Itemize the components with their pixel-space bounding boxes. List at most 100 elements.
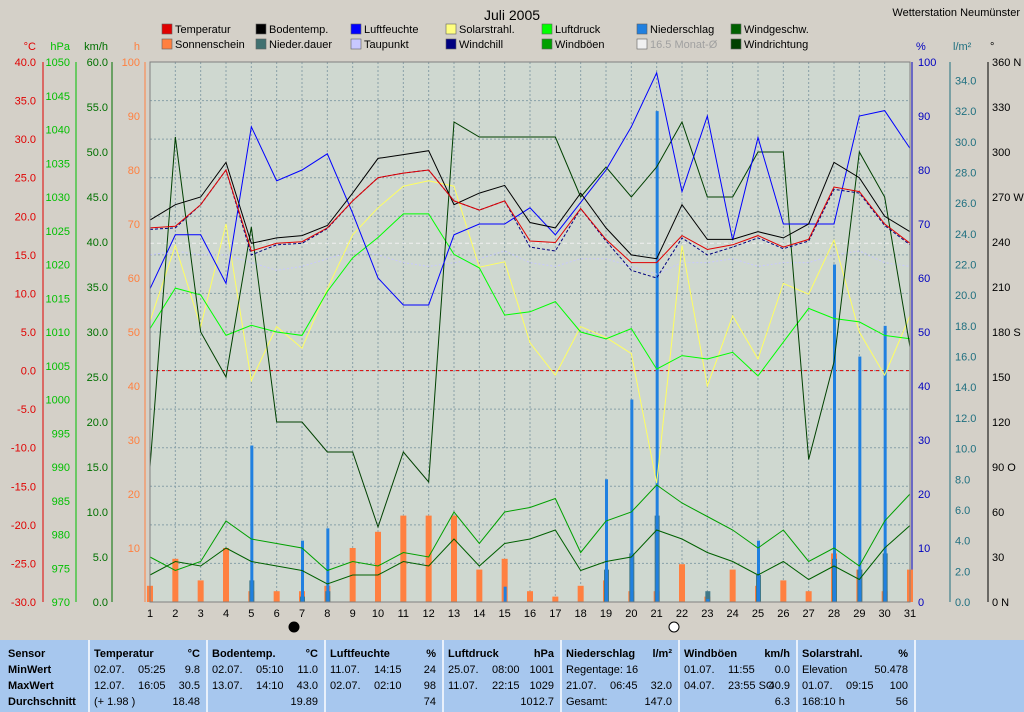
precipitation-bar [605, 479, 608, 602]
axis-unit: km/h [84, 41, 108, 53]
axis-tick: 70 [918, 219, 930, 231]
stat-title: Solarstrahl. [802, 648, 863, 660]
axis-tick: 6.0 [955, 505, 970, 517]
axis-tick: 4.0 [955, 536, 970, 548]
day-label: 22 [676, 608, 688, 620]
stat-cell: 01.07. [802, 680, 833, 692]
left-axis-3: h 100 90 80 70 60 50 40 30 20 10 [122, 41, 146, 602]
stat-value: 40.9 [768, 680, 790, 692]
axis-tick: 40 [918, 381, 930, 393]
axis-tick: 14.0 [955, 382, 976, 394]
axis-tick: -15.0 [11, 481, 36, 493]
stat-title: Luftfeuchte [330, 648, 390, 660]
axis-tick: 990 [52, 462, 70, 474]
stat-value: 6.3 [774, 696, 790, 708]
axis-tick: 35.0 [15, 96, 36, 108]
axis-tick: 10.0 [87, 507, 108, 519]
axis-tick: -5.0 [17, 404, 36, 416]
stat-cell: 11.07. [448, 680, 478, 692]
stat-cell: MinWert [8, 664, 52, 676]
legend-swatch [255, 23, 267, 35]
stat-panel-3: Luftfeuchte% 11.07. 14:15 24 02.07. 02:10 98 74 [326, 640, 444, 712]
axis-tick: 1040 [46, 125, 70, 137]
axis-tick: 10.0 [955, 444, 976, 456]
day-label: 1 [147, 608, 153, 620]
legend-swatch [445, 23, 457, 35]
day-label: 23 [701, 608, 713, 620]
axis-tick: 40.0 [15, 57, 36, 69]
day-label: 7 [299, 608, 305, 620]
axis-tick: 100 [122, 57, 140, 69]
axis-tick: -20.0 [11, 520, 36, 532]
axis-tick: 20.0 [87, 417, 108, 429]
axis-tick: 30.0 [15, 134, 36, 146]
axis-tick: 970 [52, 597, 70, 609]
station-name: Wetterstation Neumünster [892, 7, 1020, 19]
day-label: 27 [803, 608, 815, 620]
sunshine-bar [780, 580, 787, 602]
stat-cell: 22:15 [492, 680, 520, 692]
left-axis-1: hPa 1050 1045 1040 1035 1030 1025 1020 1015 1010 1… [46, 41, 71, 609]
day-label: 11 [398, 608, 409, 620]
axis-tick: 80 [128, 165, 140, 177]
axis-tick: 55.0 [87, 102, 108, 114]
legend-swatch [350, 23, 362, 35]
legend: Temperatur Sonnenschein Bodentemp. Nieder.d… [161, 23, 809, 51]
stat-unit: % [426, 648, 436, 660]
day-label: 29 [853, 608, 865, 620]
stat-cell: 01.07. [684, 664, 715, 676]
axis-tick: 25.0 [87, 372, 108, 384]
day-label: 20 [625, 608, 637, 620]
sunshine-bar [273, 591, 280, 602]
stat-cell: 14:10 [256, 680, 284, 692]
axis-tick: 5.0 [93, 552, 108, 564]
precipitation-bar [326, 528, 330, 602]
sunshine-bar [172, 558, 179, 602]
axis-tick: 60 [918, 273, 930, 285]
legend-label: Solarstrahl. [459, 24, 515, 36]
axis-tick: 270 W [992, 192, 1024, 204]
wind-gust-line [149, 484, 911, 572]
axis-tick: 1010 [46, 327, 70, 339]
axis-tick: -10.0 [11, 443, 36, 455]
axis-tick: 10 [918, 543, 930, 555]
day-label: 26 [777, 608, 789, 620]
axis-tick: 20.0 [955, 290, 976, 302]
axis-tick: 1050 [46, 57, 70, 69]
axis-tick: 1015 [46, 293, 70, 305]
axis-tick: 50 [128, 327, 140, 339]
axis-tick: 210 [992, 282, 1010, 294]
stat-unit: °C [187, 648, 200, 660]
stat-unit: l/m² [652, 648, 672, 660]
stat-value: 1001 [529, 664, 554, 676]
day-label: 10 [372, 608, 384, 620]
stat-cell: 02.07. [212, 664, 243, 676]
stat-unit: km/h [764, 648, 790, 660]
stat-cell: 02:10 [374, 680, 402, 692]
legend-swatch [636, 38, 648, 50]
legend-label: Sonnenschein [175, 39, 245, 51]
new-moon-icon [288, 621, 300, 633]
stat-cell: 09:15 [846, 680, 874, 692]
legend-label: Windböen [555, 39, 605, 51]
stat-cell: 05:25 [138, 664, 166, 676]
day-label: 19 [600, 608, 612, 620]
x-axis: 1 2 3 4 5 6 7 8 9 10 11 12 13 14 15 16 17 18 19 20 21 22 23 24 2… [147, 608, 916, 620]
legend-swatch [255, 38, 267, 50]
axis-unit: l/m² [953, 41, 972, 53]
axis-tick: 50.0 [87, 147, 108, 159]
dewpoint-line [149, 250, 911, 275]
axis-tick: 70 [128, 219, 140, 231]
stat-cell: 23:55 SO [728, 680, 775, 692]
stat-value: 32.0 [650, 680, 672, 692]
precipitation-bar [503, 586, 507, 602]
axis-tick: 40.0 [87, 237, 108, 249]
sunshine-bar [476, 569, 483, 602]
axis-tick: -25.0 [11, 558, 36, 570]
axis-tick: 90 [918, 111, 930, 123]
axis-tick: 16.0 [955, 352, 976, 364]
stat-title: Luftdruck [448, 648, 499, 660]
stat-value: 24 [423, 664, 436, 676]
precipitation-bar [655, 111, 659, 602]
